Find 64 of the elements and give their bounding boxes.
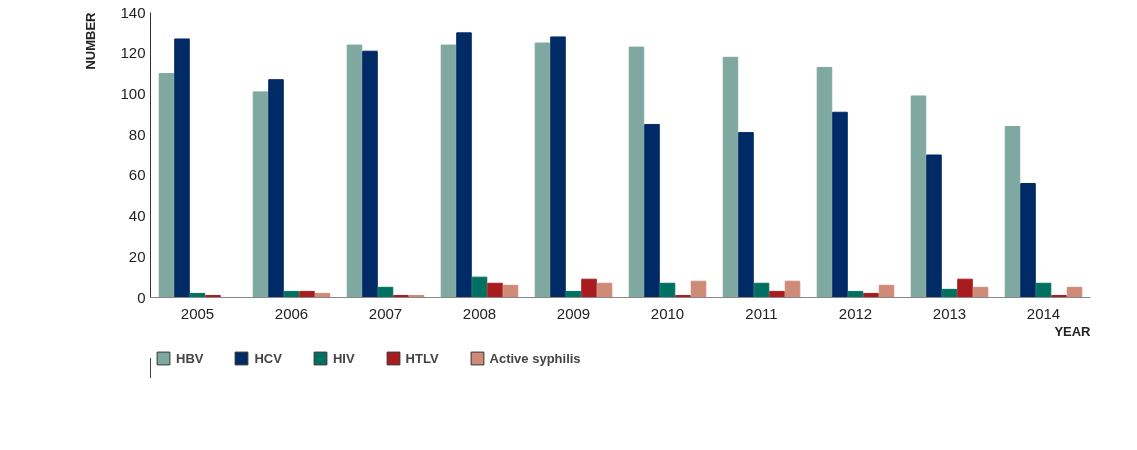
y-tick-label: 20	[128, 247, 146, 265]
bar	[174, 38, 190, 298]
bar	[550, 36, 566, 298]
y-tick-label: 100	[120, 84, 146, 102]
bar	[628, 46, 645, 298]
bar	[1035, 282, 1052, 298]
bar	[659, 282, 676, 298]
y-tick-label: 40	[128, 207, 146, 225]
legend-label: HTLV	[405, 350, 439, 366]
x-tick-label: 2009	[556, 304, 591, 322]
bar	[878, 284, 895, 298]
bar	[722, 56, 739, 298]
bar	[832, 111, 848, 298]
bar	[941, 288, 958, 298]
bar	[440, 44, 457, 298]
bar	[268, 79, 284, 298]
legend-label: HBV	[176, 350, 204, 366]
x-tick-label: 2011	[745, 304, 778, 322]
bar	[252, 91, 269, 298]
bar	[456, 32, 472, 298]
bar	[534, 42, 551, 298]
bar	[299, 290, 315, 298]
bar	[377, 286, 394, 298]
bar	[362, 50, 378, 298]
bar	[1004, 126, 1021, 298]
y-tick-label: 80	[128, 125, 146, 143]
x-tick-label: 2006	[274, 304, 309, 322]
bar	[596, 282, 613, 298]
bar	[816, 66, 833, 298]
bar	[487, 282, 503, 298]
x-tick-label: 2005	[180, 304, 215, 322]
y-tick-label: 60	[128, 166, 146, 184]
bar	[346, 44, 363, 298]
x-tick-label: 2012	[838, 304, 873, 322]
bar	[957, 278, 973, 298]
bar	[738, 132, 754, 298]
bar	[863, 292, 879, 298]
bar	[502, 284, 519, 298]
bar	[471, 276, 488, 298]
y-tick-label: 120	[120, 44, 146, 62]
x-axis-title: YEAR	[1054, 323, 1092, 339]
x-tick-label: 2007	[368, 304, 403, 322]
bar	[784, 280, 801, 298]
bar	[1066, 286, 1083, 298]
x-tick-label: 2014	[1026, 304, 1061, 322]
x-tick-label: 2008	[462, 304, 497, 322]
bar	[1020, 183, 1036, 298]
x-tick-label: 2010	[650, 304, 685, 322]
bar	[769, 290, 785, 298]
bar	[158, 73, 175, 298]
bar	[690, 280, 707, 298]
legend-label: HIV	[332, 350, 355, 366]
legend-label: Active syphilis	[489, 350, 581, 366]
bar	[926, 154, 942, 298]
y-axis-title: NUMBER	[82, 11, 98, 70]
y-tick-label: 140	[120, 3, 146, 21]
y-tick-label: 0	[137, 288, 146, 306]
bar	[644, 123, 660, 298]
bar	[581, 278, 597, 298]
bar	[972, 286, 989, 298]
x-tick-label: 2013	[932, 304, 967, 322]
bar	[753, 282, 770, 298]
legend-label: HCV	[254, 350, 282, 366]
bar	[910, 95, 927, 298]
